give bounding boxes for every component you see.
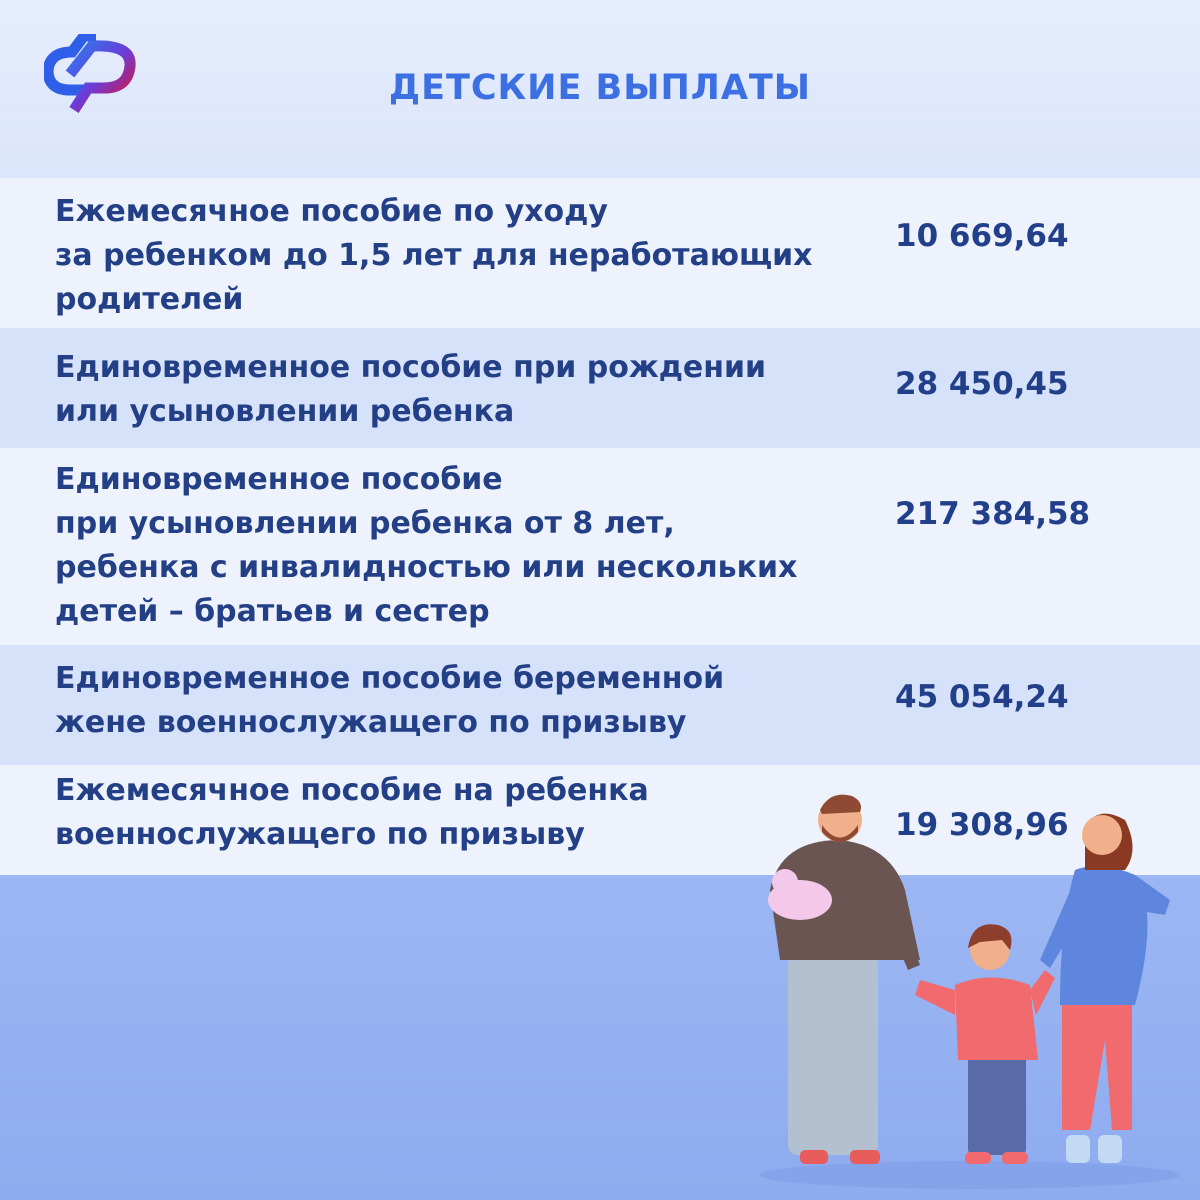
sfr-logo	[44, 34, 136, 113]
family-illustration	[760, 794, 1180, 1189]
benefit-label: Единовременное пособие при рождении или …	[55, 346, 875, 434]
label-line: детей – братьев и сестер	[55, 594, 490, 629]
table-row: Единовременное пособие при усыновлении р…	[0, 448, 1200, 645]
label-line: военнослужащего по призыву	[55, 817, 585, 852]
label-line: при усыновлении ребенка от 8 лет,	[55, 506, 675, 541]
mother-figure	[1040, 813, 1170, 1163]
benefit-label: Единовременное пособие беременной жене в…	[55, 657, 875, 745]
label-line: ребенка с инвалидностью или нескольких	[55, 550, 798, 585]
benefit-amount: 19 308,96	[895, 807, 1069, 843]
table-row: Ежемесячное пособие на ребенка военнослу…	[0, 765, 1200, 875]
label-line: родителей	[55, 282, 244, 317]
child-figure	[915, 924, 1055, 1164]
label-line: Ежемесячное пособие на ребенка	[55, 773, 649, 808]
label-line: Ежемесячное пособие по уходу	[55, 194, 608, 229]
page-title: ДЕТСКИЕ ВЫПЛАТЫ	[388, 68, 812, 108]
father-figure	[768, 794, 920, 1164]
benefit-label: Единовременное пособие при усыновлении р…	[55, 458, 875, 634]
table-row: Единовременное пособие беременной жене в…	[0, 645, 1200, 765]
benefit-amount: 10 669,64	[895, 218, 1069, 254]
benefit-label: Ежемесячное пособие на ребенка военнослу…	[55, 769, 875, 857]
benefit-amount: 217 384,58	[895, 496, 1091, 532]
benefit-label: Ежемесячное пособие по уходу за ребенком…	[55, 190, 875, 322]
label-line: Единовременное пособие	[55, 462, 503, 497]
label-line: Единовременное пособие беременной	[55, 661, 725, 696]
table-row: Единовременное пособие при рождении или …	[0, 328, 1200, 448]
benefit-amount: 45 054,24	[895, 679, 1069, 715]
table-row: Ежемесячное пособие по уходу за ребенком…	[0, 178, 1200, 328]
label-line: жене военнослужащего по призыву	[55, 705, 687, 740]
label-line: Единовременное пособие при рождении	[55, 350, 767, 385]
label-line: или усыновлении ребенка	[55, 394, 515, 429]
header: ДЕТСКИЕ ВЫПЛАТЫ	[0, 0, 1200, 178]
benefit-amount: 28 450,45	[895, 366, 1069, 402]
label-line: за ребенком до 1,5 лет для неработающих	[55, 238, 813, 273]
